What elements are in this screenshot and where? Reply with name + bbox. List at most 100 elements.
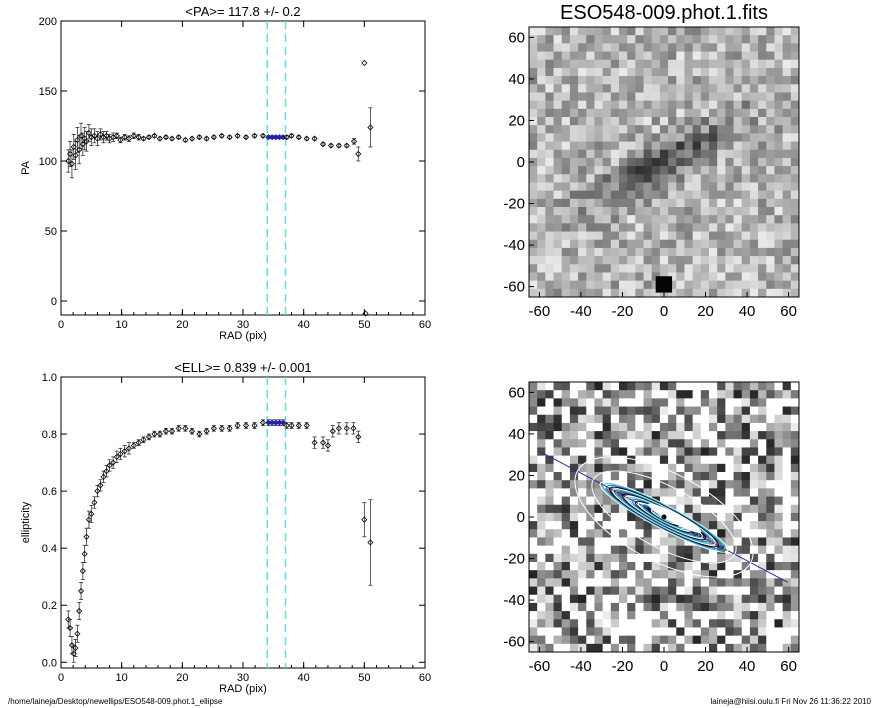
model-pixel xyxy=(684,504,694,514)
image-pixel xyxy=(545,264,554,273)
model-pixel xyxy=(692,586,702,596)
model-pixel xyxy=(627,422,636,432)
image-pixel xyxy=(668,166,677,175)
image-pixel xyxy=(790,59,800,69)
image-pixel xyxy=(684,92,694,102)
model-pixel xyxy=(668,382,677,391)
image-pixel xyxy=(692,108,702,118)
ell-data-point xyxy=(125,445,133,452)
model-pixel xyxy=(766,480,775,489)
model-pixel xyxy=(651,488,661,497)
image-pixel xyxy=(569,207,579,216)
image-pixel xyxy=(766,264,775,273)
model-pixel xyxy=(619,586,628,596)
image-pixel xyxy=(635,231,644,241)
model-pixel xyxy=(569,594,579,604)
model-pixel xyxy=(709,537,718,547)
image-pixel xyxy=(545,76,554,85)
image-pixel xyxy=(586,264,595,273)
image-pixel xyxy=(529,51,538,61)
image-pixel xyxy=(725,35,734,44)
image-pixel xyxy=(717,190,726,200)
model-pixel xyxy=(545,627,554,637)
image-pixel xyxy=(561,133,571,142)
image-pixel xyxy=(627,215,636,224)
model-pixel xyxy=(635,431,644,440)
image-pixel xyxy=(766,190,775,200)
model-pixel xyxy=(594,496,604,506)
image-pixel xyxy=(545,247,554,257)
model-pixel-grid xyxy=(529,382,800,653)
model-pixel xyxy=(782,578,792,587)
model-pixel xyxy=(529,480,538,489)
image-pixel xyxy=(537,43,546,52)
image-pixel xyxy=(537,84,546,93)
image-pixel xyxy=(627,157,636,167)
image-pixel xyxy=(758,51,767,61)
model-pixel xyxy=(569,504,579,514)
image-pixel xyxy=(782,59,792,69)
model-pixel xyxy=(627,611,636,620)
model-pixel xyxy=(668,472,677,481)
model-pixel xyxy=(545,488,554,497)
model-pixel xyxy=(537,496,546,506)
image-pixel xyxy=(668,231,677,241)
model-pixel xyxy=(733,586,743,596)
model-pixel xyxy=(782,398,792,407)
model-pixel xyxy=(561,406,571,416)
image-pixel xyxy=(741,141,751,151)
model-pixel xyxy=(561,398,571,407)
model-pixel xyxy=(749,553,759,563)
image-pixel xyxy=(602,76,612,85)
image-pixel xyxy=(635,174,644,183)
image-pixel xyxy=(659,67,669,77)
image-pixel xyxy=(610,256,620,265)
model-pixel xyxy=(545,578,554,587)
model-pixel xyxy=(700,570,710,579)
model-pixel xyxy=(594,504,604,514)
model-pixel xyxy=(725,521,734,530)
image-pixel xyxy=(733,182,743,192)
image-pixel xyxy=(635,125,644,134)
model-pixel xyxy=(725,504,734,514)
image-pixel xyxy=(676,133,685,142)
model-pixel xyxy=(586,447,595,457)
image-pixel xyxy=(684,157,694,167)
model-pixel xyxy=(578,545,587,555)
image-pixel xyxy=(545,59,554,69)
model-pixel xyxy=(725,439,734,448)
model-pixel xyxy=(627,390,636,399)
image-pixel xyxy=(790,272,800,282)
model-pixel xyxy=(692,398,702,407)
model-pixel xyxy=(643,422,653,432)
image-pixel xyxy=(627,182,636,192)
pa-data-point xyxy=(70,143,77,151)
image-pixel xyxy=(602,239,612,249)
image-pixel xyxy=(594,239,604,249)
ell-data-point xyxy=(67,624,74,632)
image-pixel xyxy=(782,231,792,241)
model-pixel xyxy=(725,480,734,489)
model-pixel xyxy=(709,431,718,440)
model-pixel xyxy=(684,455,694,465)
model-pixel xyxy=(733,537,743,547)
model-pixel xyxy=(578,504,587,514)
image-pixel xyxy=(529,35,538,44)
image-pixel xyxy=(619,280,628,290)
model-pixel xyxy=(610,529,620,538)
model-xtick-label: 40 xyxy=(739,658,756,675)
image-pixel xyxy=(659,223,669,232)
model-pixel xyxy=(659,472,669,481)
image-ytick-label: 60 xyxy=(508,29,525,46)
image-pixel xyxy=(643,35,653,44)
image-pixel xyxy=(741,256,751,265)
image-pixel xyxy=(610,133,620,142)
image-pixel xyxy=(619,288,628,298)
image-pixel xyxy=(529,215,538,224)
image-pixel xyxy=(659,198,669,208)
model-pixel xyxy=(741,643,751,653)
model-pixel xyxy=(553,422,563,432)
model-pixel xyxy=(610,431,620,440)
image-pixel xyxy=(782,288,792,298)
